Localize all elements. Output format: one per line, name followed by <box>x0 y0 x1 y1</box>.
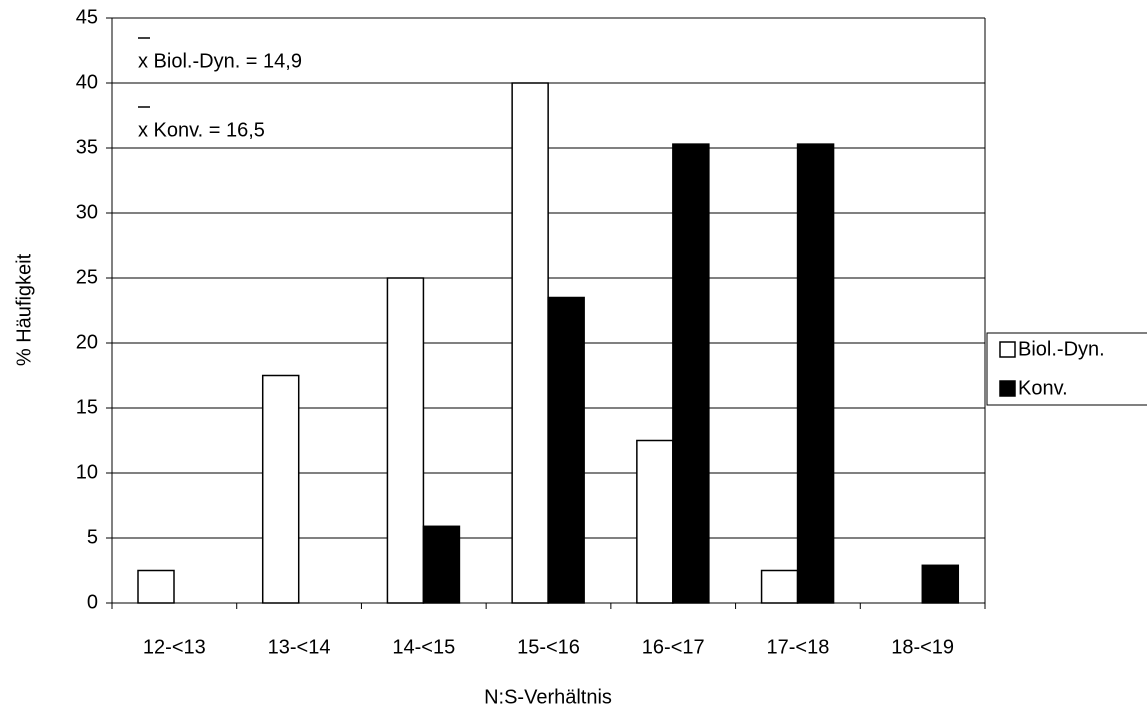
legend-label: Konv. <box>1018 377 1068 399</box>
y-tick-label: 20 <box>76 331 98 353</box>
annotation: x Konv. = 16,5 <box>138 119 265 141</box>
x-tick-label: 14-<15 <box>392 636 455 658</box>
x-tick-label: 17-<18 <box>767 636 830 658</box>
bar <box>672 143 710 604</box>
bar <box>760 569 799 604</box>
y-tick-label: 25 <box>76 266 98 288</box>
x-tick-label: 13-<14 <box>268 636 331 658</box>
x-tick-label: 15-<16 <box>517 636 580 658</box>
bar <box>796 143 835 604</box>
bar <box>137 569 175 604</box>
bar <box>547 296 585 604</box>
y-tick-label: 0 <box>87 591 98 613</box>
x-tick-label: 16-<17 <box>642 636 705 658</box>
y-tick-label: 45 <box>76 6 98 28</box>
legend-swatch <box>999 341 1016 358</box>
y-axis-label: % Häufigkeit <box>13 253 35 366</box>
x-tick-label: 18-<19 <box>891 636 954 658</box>
y-tick-label: 35 <box>76 136 98 158</box>
y-tick-label: 15 <box>76 396 98 418</box>
bar <box>511 82 549 604</box>
bar <box>386 277 425 604</box>
legend-label: Biol.-Dyn. <box>1018 338 1105 360</box>
y-tick-label: 30 <box>76 201 98 223</box>
x-axis-label: N:S-Verhältnis <box>484 686 612 708</box>
bar <box>261 374 300 604</box>
legend-swatch <box>999 380 1016 397</box>
x-tick-label: 12-<13 <box>143 636 206 658</box>
y-tick-label: 5 <box>87 526 98 548</box>
bar <box>921 564 960 604</box>
y-tick-label: 10 <box>76 461 98 483</box>
bar <box>422 525 461 604</box>
bar <box>636 439 674 604</box>
annotation: x Biol.-Dyn. = 14,9 <box>138 50 302 72</box>
y-tick-label: 40 <box>76 71 98 93</box>
